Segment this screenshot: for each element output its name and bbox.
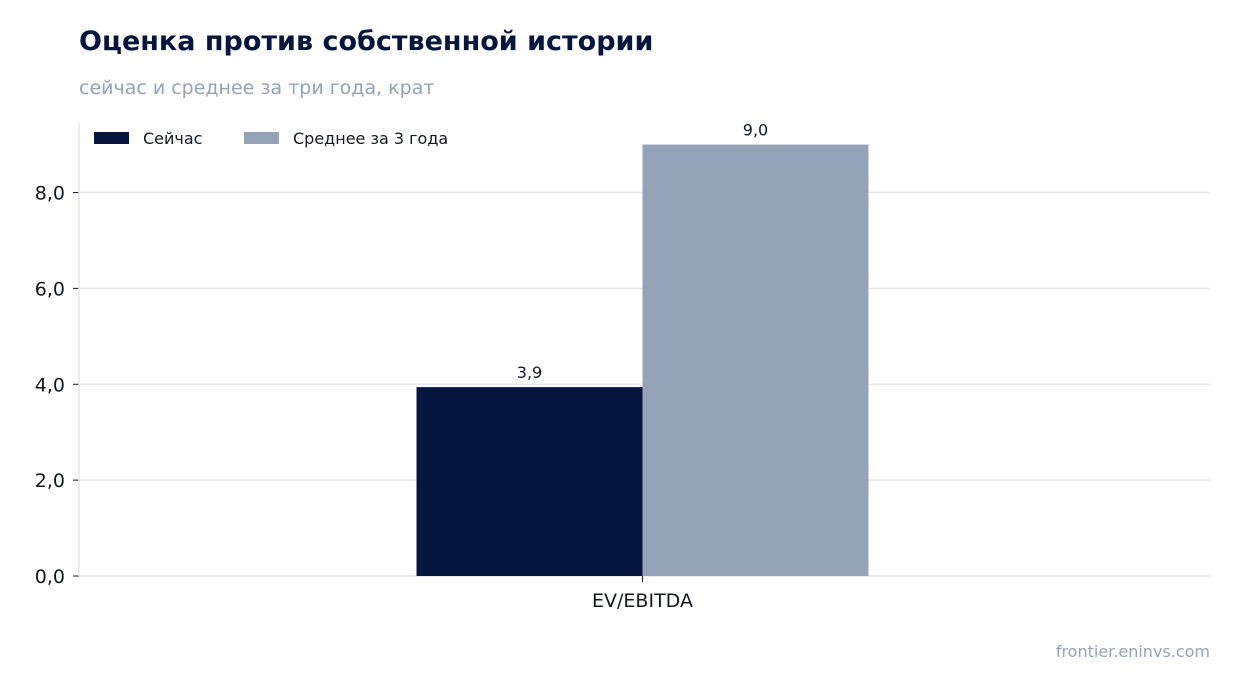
legend-swatch <box>94 132 129 144</box>
legend: Сейчас Среднее за 3 года <box>94 129 448 148</box>
chart-title: Оценка против собственной истории <box>79 26 654 57</box>
source-watermark: frontier.eninvs.com <box>1055 642 1210 661</box>
legend-label: Среднее за 3 года <box>293 129 448 148</box>
y-tick-label: 6,0 <box>35 278 65 300</box>
bar-avg-3y <box>642 144 869 577</box>
bar-now <box>416 387 643 576</box>
x-tick-label: EV/EBITDA <box>592 590 693 612</box>
legend-swatch <box>244 132 279 144</box>
axes: 0,0 2,0 4,0 6,0 8,0 EV/EBITDA <box>35 123 693 612</box>
data-label: 9,0 <box>743 121 768 140</box>
bars: 3,9 9,0 <box>416 121 869 577</box>
y-tick-label: 4,0 <box>35 374 65 396</box>
legend-label: Сейчас <box>143 129 202 148</box>
data-label: 3,9 <box>517 363 542 382</box>
y-tick-label: 2,0 <box>35 470 65 492</box>
chart-subtitle: сейчас и среднее за три года, крат <box>79 77 435 99</box>
y-tick-label: 0,0 <box>35 566 65 588</box>
y-tick-label: 8,0 <box>35 183 65 205</box>
